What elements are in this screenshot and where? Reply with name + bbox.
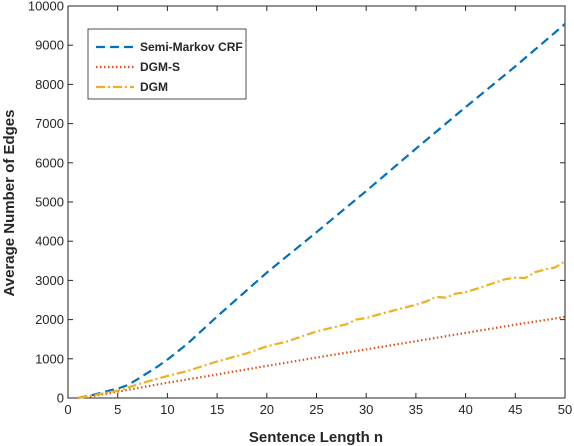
series-line-semi-markov-crf (77, 23, 566, 400)
x-tick-label: 30 (359, 402, 373, 417)
y-tick-label: 2000 (35, 312, 64, 327)
y-axis-label: Average Number of Edges (1, 110, 18, 297)
legend: Semi-Markov CRF DGM-S DGM (87, 28, 247, 100)
series-line-dgm (77, 260, 566, 400)
y-tick-label: 1000 (35, 351, 64, 366)
x-tick-label: 15 (210, 402, 224, 417)
x-tick-label: 50 (558, 402, 572, 417)
x-axis-label: Sentence Length n (249, 429, 383, 446)
x-tick-label: 45 (508, 402, 522, 417)
y-tick-label: 5000 (35, 195, 64, 210)
plot-area (77, 23, 566, 400)
x-tick-label: 40 (458, 402, 472, 417)
x-tick-label: 25 (309, 402, 323, 417)
legend-label: DGM (140, 80, 168, 94)
y-tick-label: 4000 (35, 234, 64, 249)
y-tick-label: 8000 (35, 77, 64, 92)
legend-label: Semi-Markov CRF (140, 40, 243, 54)
x-tick-label: 10 (160, 402, 174, 417)
x-tick-label: 35 (409, 402, 423, 417)
legend-label: DGM-S (140, 60, 180, 74)
y-tick-label: 9000 (35, 38, 64, 53)
y-tick-label: 3000 (35, 273, 64, 288)
series-line-dgm-s (77, 315, 566, 400)
y-tick-label: 0 (57, 391, 64, 406)
y-tick-label: 7000 (35, 116, 64, 131)
x-tick-label: 5 (114, 402, 121, 417)
y-tick-label: 10000 (28, 0, 64, 14)
tick-labels: 0 5 10 15 20 25 30 35 40 45 50 0 1000 2000 3000 4000 500… (28, 0, 572, 417)
x-tick-label: 20 (260, 402, 274, 417)
x-tick-label: 0 (64, 402, 71, 417)
y-tick-label: 6000 (35, 155, 64, 170)
axes (67, 5, 566, 399)
